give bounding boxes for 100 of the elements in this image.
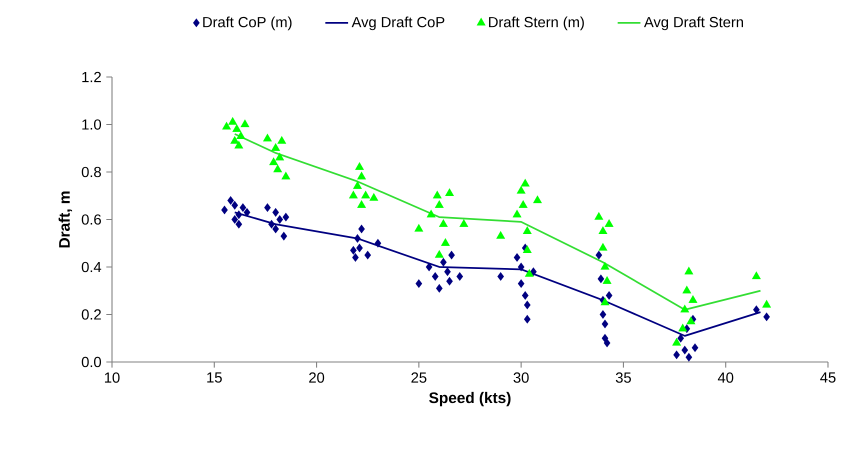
point (460, 219, 468, 227)
point (272, 208, 279, 217)
y-tick-label: 1.0 (82, 119, 102, 130)
point (280, 232, 288, 240)
point (349, 190, 358, 198)
point (445, 188, 454, 196)
point (416, 279, 422, 288)
point (606, 291, 612, 300)
point (282, 172, 290, 180)
x-tick-label: 45 (820, 372, 836, 383)
point (524, 314, 531, 324)
point (673, 350, 680, 360)
point (514, 253, 520, 262)
point (350, 246, 357, 255)
y-axis-title: Draft, m (58, 192, 72, 248)
point (602, 276, 612, 284)
point (600, 298, 610, 306)
x-tick-label: 40 (718, 372, 734, 383)
y-tick-label: 0.2 (82, 309, 101, 320)
point (356, 244, 363, 252)
point (277, 136, 286, 144)
x-tick-label: 35 (616, 372, 631, 383)
x-axis-title: Speed (kts) (429, 392, 511, 406)
point (677, 334, 684, 343)
point (512, 210, 522, 218)
point (594, 212, 604, 220)
point (357, 200, 366, 208)
point (432, 272, 438, 281)
point (525, 269, 534, 277)
point (230, 136, 240, 144)
point (524, 300, 531, 310)
point (370, 193, 378, 201)
point (441, 238, 450, 246)
point (364, 250, 371, 260)
point (236, 220, 242, 229)
legend-label: Draft Stern (m) (489, 16, 584, 30)
point (522, 291, 528, 300)
x-tick-label: 10 (104, 372, 120, 383)
point (236, 131, 246, 139)
point (361, 190, 370, 198)
y-tick-label: 1.2 (82, 72, 101, 82)
point (221, 206, 228, 214)
point (444, 267, 451, 276)
point (354, 234, 361, 243)
point (276, 215, 284, 224)
point (600, 310, 606, 319)
point (520, 178, 530, 186)
point (682, 286, 692, 294)
point (596, 250, 602, 260)
point (522, 226, 532, 234)
point (598, 243, 608, 251)
point (374, 238, 382, 248)
point (602, 320, 608, 328)
point (244, 208, 250, 217)
point (222, 122, 231, 130)
point (357, 172, 366, 180)
point (518, 200, 528, 208)
point (426, 210, 436, 218)
point (236, 210, 242, 220)
point (227, 196, 234, 205)
point (435, 250, 444, 258)
point (533, 196, 542, 204)
point (686, 352, 692, 362)
point (414, 224, 424, 232)
point (268, 220, 275, 229)
point (231, 215, 238, 224)
point (275, 152, 284, 160)
point (273, 164, 282, 172)
point (692, 343, 698, 352)
point (240, 120, 250, 128)
point (436, 284, 443, 293)
point (682, 346, 688, 354)
point (264, 203, 271, 212)
y-tick-label: 0.0 (82, 356, 102, 368)
x-tick-label: 25 (411, 372, 426, 383)
point (282, 212, 290, 222)
point (686, 316, 696, 324)
y-tick-label: 0.4 (82, 262, 102, 272)
y-tick-label: 0.8 (82, 166, 101, 178)
point (228, 117, 238, 125)
point (355, 162, 364, 170)
point (272, 224, 279, 234)
point (604, 219, 614, 227)
point (269, 158, 278, 166)
point (678, 324, 688, 332)
x-tick-label: 20 (309, 372, 324, 383)
point (497, 272, 504, 281)
point (518, 279, 524, 288)
point (598, 226, 608, 234)
point (271, 143, 280, 151)
point (232, 124, 242, 132)
x-tick-label: 15 (207, 372, 222, 383)
point (353, 181, 362, 189)
point (432, 190, 442, 198)
line-series (234, 133, 762, 311)
point (358, 224, 365, 234)
point (439, 219, 448, 227)
point (752, 272, 761, 280)
point (604, 338, 610, 348)
point (516, 186, 526, 194)
